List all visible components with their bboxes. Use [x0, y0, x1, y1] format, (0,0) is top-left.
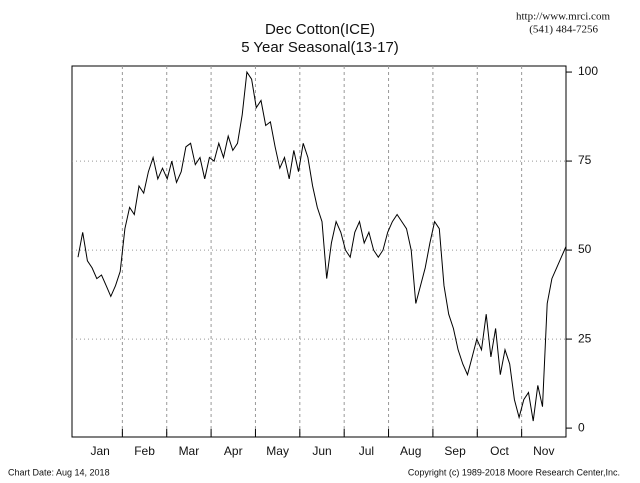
x-tick-label: Sep — [444, 444, 466, 458]
chart-date: Chart Date: Aug 14, 2018 — [8, 467, 110, 477]
y-tick-label: 50 — [578, 242, 592, 256]
data-line — [77, 70, 567, 422]
copyright: Copyright (c) 1989-2018 Moore Research C… — [408, 467, 620, 477]
x-tick-label: Mar — [179, 444, 200, 458]
phone: (541) 484-7256 — [529, 24, 598, 36]
x-tick-label: Jan — [91, 444, 110, 458]
y-tick-label: 75 — [578, 153, 592, 167]
y-tick-label: 0 — [578, 420, 585, 434]
chart-subtitle: 5 Year Seasonal(13-17) — [241, 39, 399, 56]
website: http://www.mrci.com — [516, 11, 610, 23]
y-tick-label: 25 — [578, 331, 592, 345]
x-tick-label: Nov — [533, 444, 554, 458]
x-tick-label: Feb — [134, 444, 155, 458]
x-tick-label: Jun — [312, 444, 331, 458]
x-tick-label: Oct — [490, 444, 509, 458]
y-tick-label: 100 — [578, 64, 598, 78]
x-tick-label: May — [266, 444, 289, 458]
chart-title: Dec Cotton(ICE) — [265, 21, 375, 38]
x-tick-label: Aug — [400, 444, 421, 458]
x-tick-label: Jul — [359, 444, 374, 458]
x-tick-label: Apr — [224, 444, 243, 458]
plot-frame — [71, 65, 567, 438]
